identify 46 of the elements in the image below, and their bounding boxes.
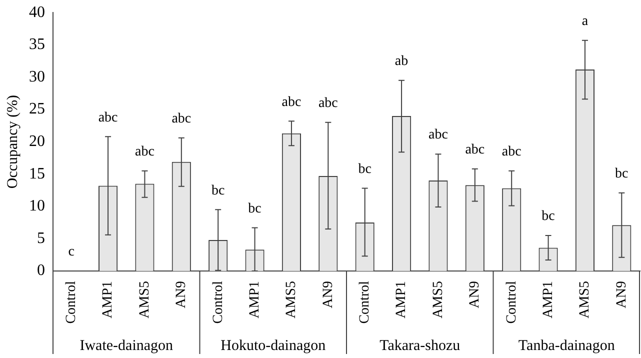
text: Takara-shozu — [380, 338, 461, 354]
x-tick-label: AMS5 — [430, 281, 446, 318]
annotation: c — [68, 244, 74, 260]
y-tick-label: 40 — [29, 4, 45, 21]
annotation: abc — [428, 128, 448, 143]
y-tick-label: 35 — [29, 36, 45, 54]
annotation: abc — [502, 144, 522, 160]
annotation: bc — [358, 162, 372, 177]
annotation: abc — [282, 94, 302, 110]
text: Tanba-dainagon — [518, 338, 616, 354]
annotation: abc — [98, 110, 118, 126]
x-tick-label: AN9 — [468, 281, 483, 308]
annotation: abc — [318, 96, 338, 112]
x-tick-label: AN9 — [174, 281, 190, 308]
annotation: abc — [172, 112, 192, 127]
text: Iwate-dainagon — [80, 338, 174, 354]
annotation: abc — [465, 142, 485, 158]
annotation: abc — [135, 144, 154, 160]
annotation: bc — [542, 209, 555, 224]
annotation: ab — [394, 54, 408, 70]
x-tick-label: AMP1 — [394, 281, 410, 318]
annotation: bc — [248, 201, 262, 216]
x-tick-label: AMS5 — [578, 281, 593, 318]
x-tick-label: AMS5 — [284, 281, 300, 318]
x-tick-label: AN9 — [614, 281, 630, 308]
y-tick-label: 20 — [29, 133, 45, 150]
y-tick-label: 0 — [37, 262, 45, 280]
x-tick-label: AMP1 — [100, 281, 116, 318]
annotation: bc — [615, 166, 628, 182]
x-tick-label: Control — [210, 280, 226, 324]
x-tick-label: Control — [358, 280, 373, 324]
x-tick-label: Control — [64, 280, 80, 324]
y-tick-label: 25 — [29, 100, 45, 118]
x-tick-label: AMP1 — [247, 281, 262, 318]
annotation: a — [582, 14, 589, 30]
x-tick-label: Control — [504, 280, 520, 324]
y-tick-label: 5 — [37, 230, 45, 247]
annotation: bc — [211, 183, 225, 198]
y-axis-title: Occupancy (%) — [4, 94, 21, 189]
x-tick-label: AMP1 — [540, 281, 556, 318]
y-tick-label: 15 — [29, 165, 45, 182]
y-tick-label: 30 — [29, 68, 45, 86]
x-tick-label: AMS5 — [137, 281, 152, 318]
x-tick-label: AN9 — [320, 281, 336, 308]
y-tick-label: 10 — [29, 198, 45, 215]
text: Hokuto-dainagon — [220, 338, 326, 354]
